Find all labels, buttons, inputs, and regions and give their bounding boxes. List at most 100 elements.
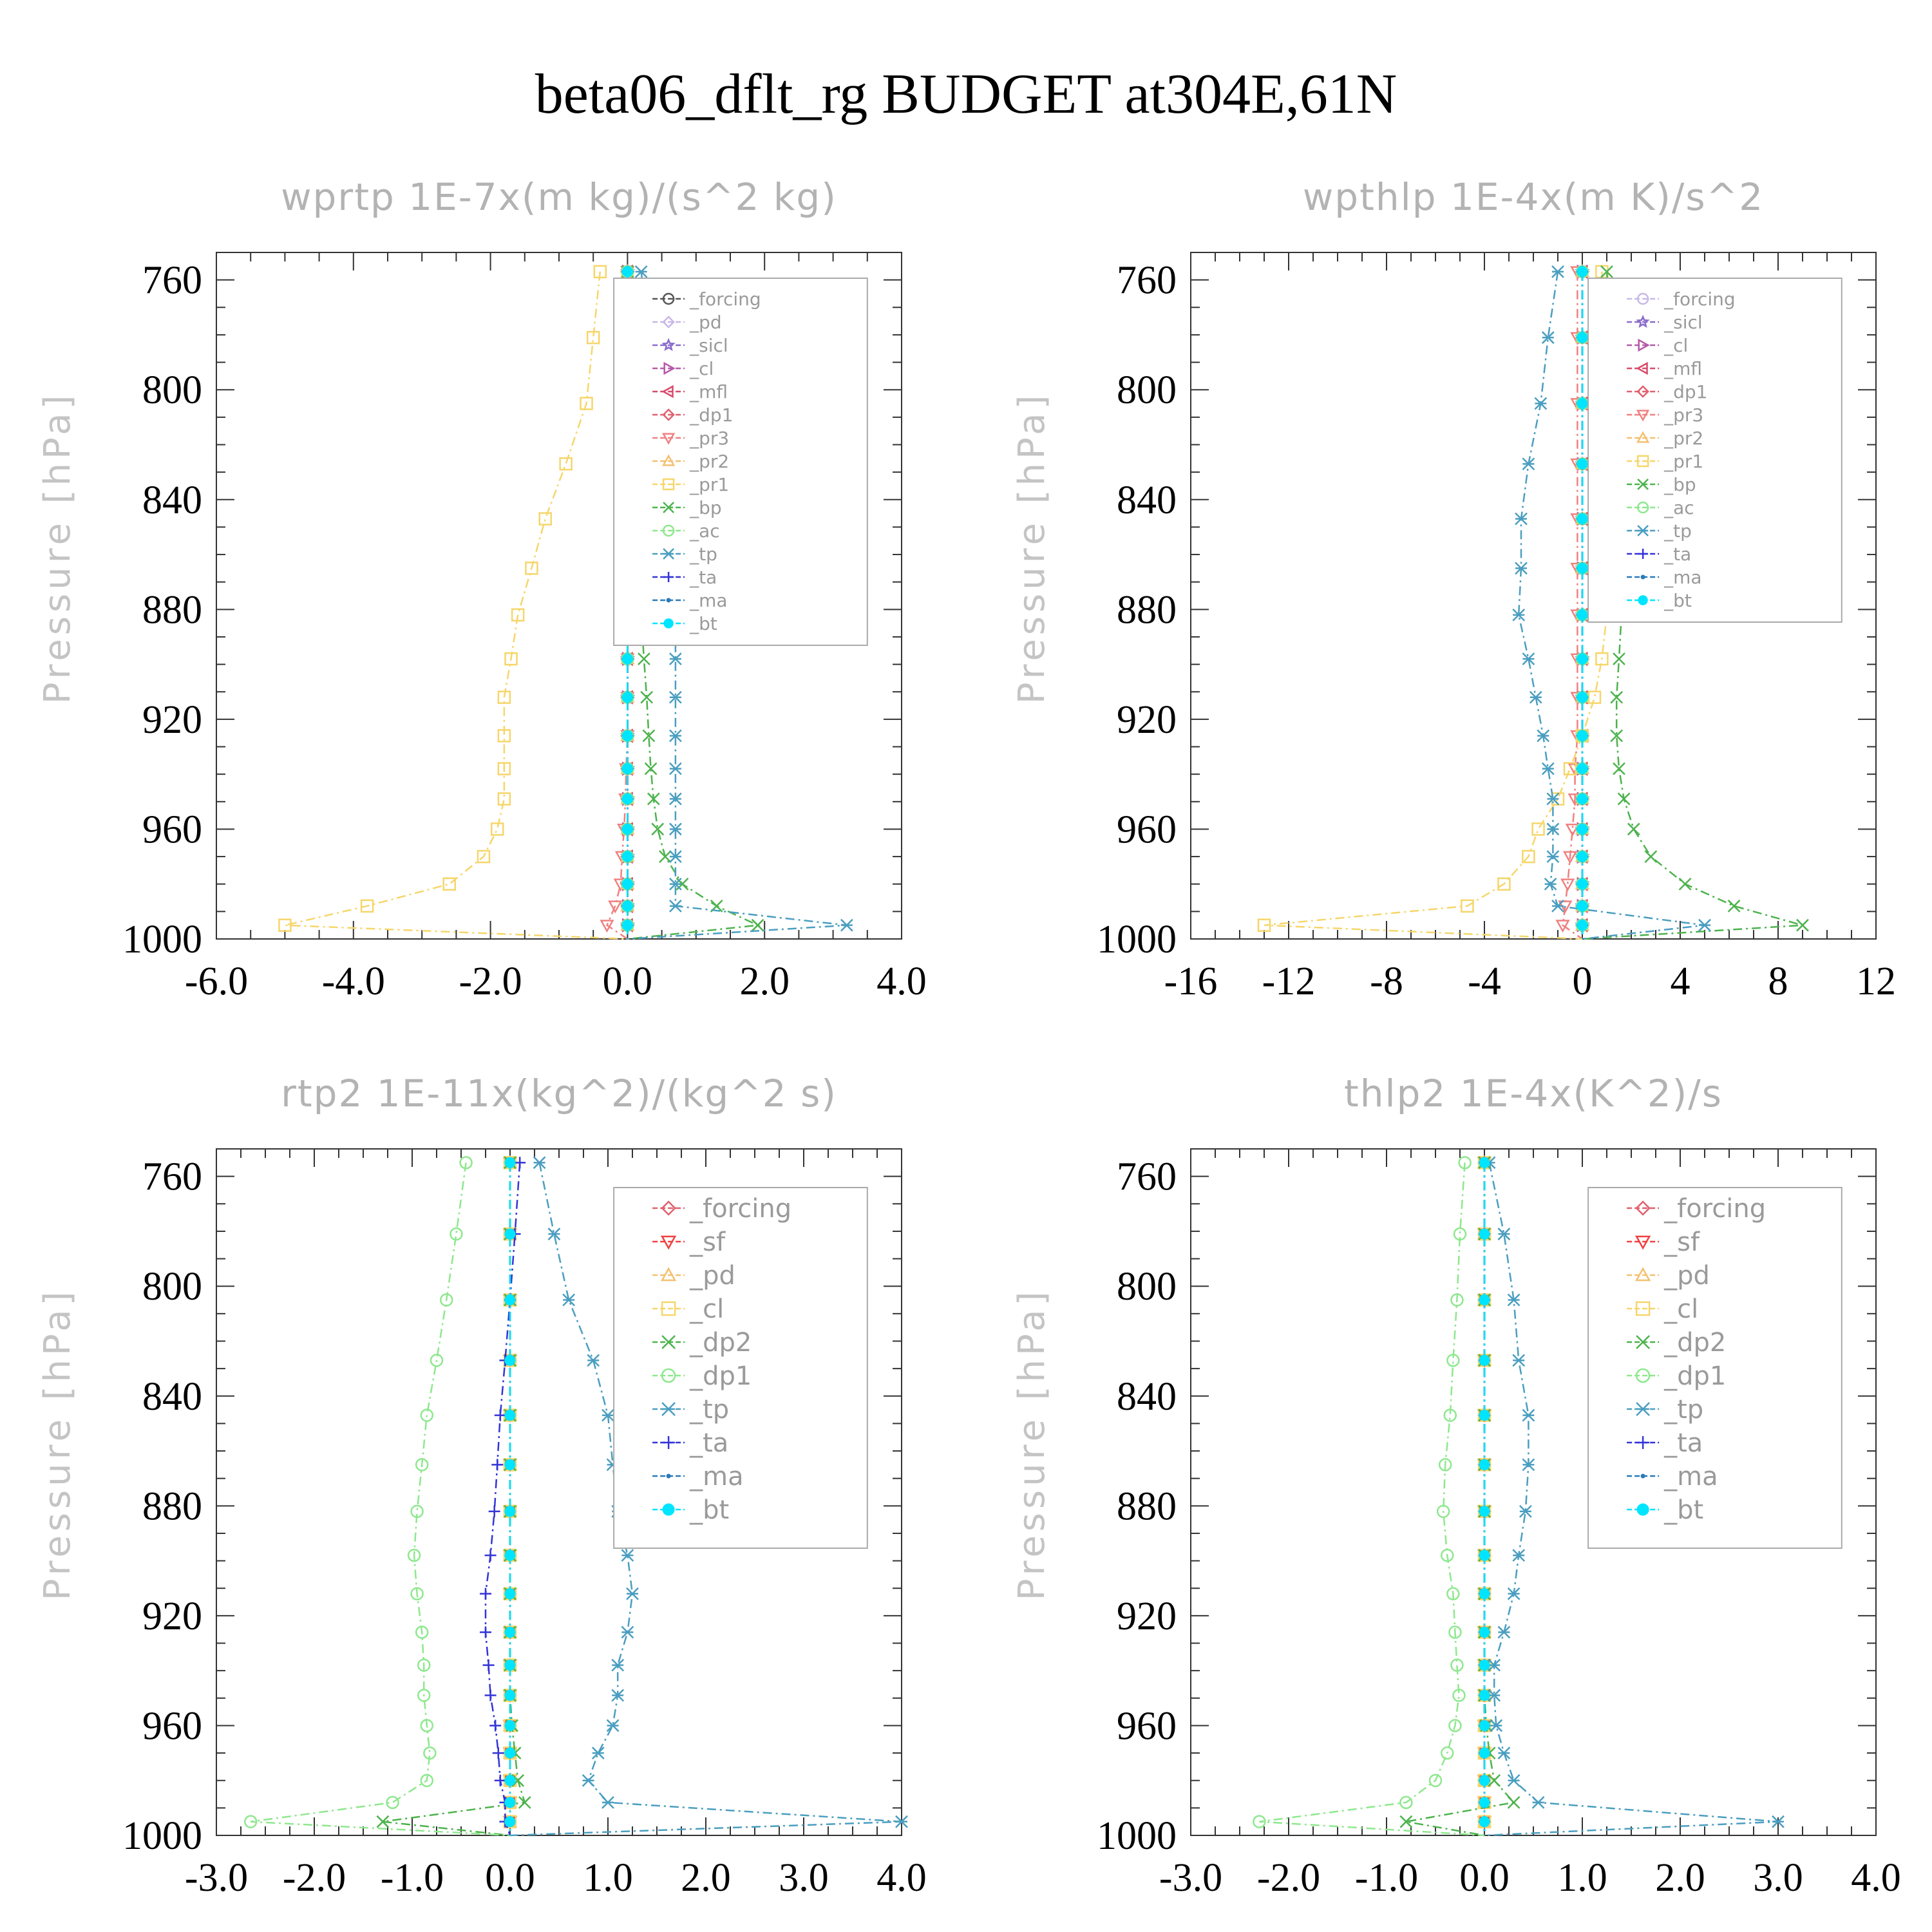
data-point [668, 792, 682, 806]
y-axis-label: Pressure [hPa] [1011, 392, 1053, 705]
data-point [668, 877, 682, 891]
legend-label: _bp [1663, 474, 1696, 495]
data-point [504, 1775, 516, 1786]
data-point [1577, 730, 1588, 742]
legend-item: _cl [1627, 335, 1688, 356]
data-point [480, 1587, 491, 1600]
legend-item: _dp2 [1627, 1328, 1726, 1358]
legend-label: _dp1 [689, 404, 733, 426]
data-point [497, 690, 511, 705]
legend-item: _ac [1627, 497, 1694, 518]
legend-label: _bt [689, 613, 717, 634]
y-tick-label: 1000 [122, 918, 202, 961]
y-axis-label: Pressure [hPa] [1011, 1288, 1053, 1601]
data-point [1497, 1625, 1511, 1639]
legend-item: _pd [652, 312, 722, 333]
data-point [504, 1549, 516, 1561]
data-point [1772, 1815, 1785, 1828]
data-point [1479, 1660, 1490, 1671]
legend-item: _ta [1627, 544, 1691, 565]
data-point [1577, 562, 1588, 574]
x-tick-label: -2.0 [283, 1856, 346, 1900]
data-point [1479, 1588, 1490, 1600]
x-tick-label: -2.0 [1257, 1856, 1320, 1900]
data-point [1555, 920, 1570, 933]
legend-label: _cl [1663, 1294, 1698, 1324]
data-point [1531, 1795, 1545, 1809]
legend-label: _dp1 [1663, 381, 1707, 402]
series-pr1 [278, 265, 628, 940]
data-point [1562, 851, 1578, 864]
data-point [559, 457, 573, 471]
data-point [668, 899, 682, 913]
series-line [1264, 271, 1611, 940]
legend-label: _mfl [1663, 358, 1702, 379]
data-point [642, 729, 656, 743]
data-point [1546, 822, 1560, 836]
legend-marker [1635, 1301, 1651, 1316]
legend-item: _cl [652, 1294, 724, 1324]
data-point [621, 920, 634, 931]
data-point [1507, 1587, 1520, 1600]
data-point [1577, 920, 1588, 931]
legend-label: _dp1 [689, 1361, 752, 1391]
y-tick-label: 760 [142, 259, 202, 303]
legend-marker [661, 454, 676, 466]
legend-marker [666, 598, 671, 603]
y-tick-label: 840 [1117, 1375, 1177, 1419]
x-tick-label: 0 [1573, 960, 1593, 1003]
legend-label: _ta [689, 1428, 728, 1458]
legend-label: _bt [1663, 590, 1692, 611]
legend-label: _pr3 [689, 428, 729, 449]
data-point [1522, 652, 1535, 665]
data-point [1522, 1458, 1535, 1472]
data-point [1522, 849, 1535, 864]
y-tick-label: 920 [142, 698, 202, 742]
data-point [497, 792, 511, 806]
legend-box [1587, 278, 1842, 623]
y-tick-label: 800 [142, 368, 202, 412]
x-tick-label: 1.0 [1557, 1856, 1607, 1900]
series-pr3 [1555, 266, 1585, 940]
legend-label: _ma [689, 1462, 743, 1492]
data-point [1488, 1658, 1501, 1672]
legend-label: _tp [1663, 520, 1692, 542]
legend-label: _ma [1663, 1462, 1718, 1492]
data-point [638, 652, 650, 665]
data-point [582, 1774, 595, 1787]
y-tick-label: 840 [1117, 478, 1177, 522]
data-point [1479, 1549, 1490, 1561]
series-line [251, 1162, 511, 1837]
legend-marker [1636, 455, 1649, 468]
legend: _forcing_sicl_cl_mfl_dp1_pr3_pr2_pr1_bp_… [1587, 278, 1842, 623]
legend-item: _pd [652, 1261, 735, 1291]
legend-item: _sf [652, 1227, 726, 1257]
legend-marker [1636, 314, 1650, 328]
legend-item: _dp1 [1627, 381, 1707, 402]
data-point [1438, 1458, 1452, 1472]
data-point [634, 265, 648, 278]
legend-item: _dp1 [652, 404, 733, 426]
legend-marker [661, 1368, 676, 1383]
data-point [1515, 562, 1528, 575]
data-point [504, 1459, 516, 1470]
legend-item: _pr1 [652, 474, 729, 495]
series-line [627, 271, 848, 940]
x-tick-label: 0.0 [1459, 1856, 1510, 1900]
data-point [1565, 823, 1580, 837]
legend-marker [662, 1436, 676, 1449]
legend-marker [1636, 431, 1650, 443]
y-tick-label: 960 [142, 1704, 202, 1748]
legend-item: _tp [652, 544, 717, 565]
data-point [1479, 1719, 1490, 1732]
data-point [840, 918, 853, 932]
data-point [1479, 1689, 1490, 1701]
y-tick-label: 960 [1117, 808, 1177, 851]
data-point [621, 851, 634, 862]
data-point [621, 266, 634, 278]
data-point [621, 900, 634, 912]
data-point [1577, 458, 1588, 469]
y-tick-label: 920 [142, 1595, 202, 1638]
y-tick-label: 760 [142, 1155, 202, 1199]
data-point [1507, 1774, 1520, 1787]
